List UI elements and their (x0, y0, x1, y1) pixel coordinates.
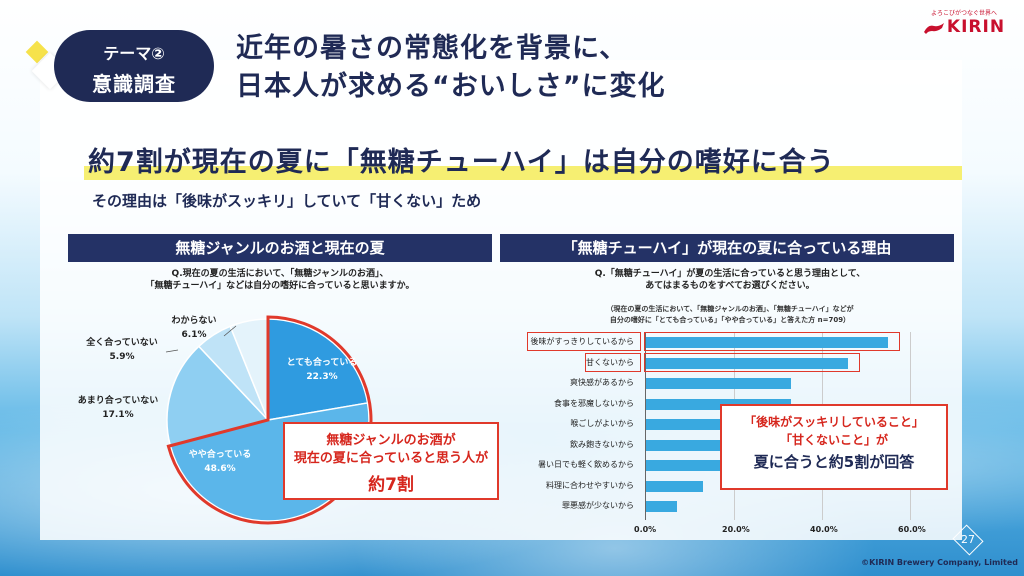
right-note-line-1: （現在の夏の生活において、「無糖ジャンルのお酒」、「無糖チューハイ」などが (606, 305, 854, 313)
right-note-line-2: 自分の嗜好に「とても合っている」「やや合っている」と答えた方 n=709） (609, 316, 851, 324)
bar (646, 480, 704, 492)
pie-label-not-very-text: あまり合っていない (77, 396, 159, 406)
subhead: その理由は「後味がスッキリ」していて「甘くない」ため (92, 192, 482, 210)
pie-label-not-at-all: 全く合っていない 5.9% (80, 336, 164, 364)
left-question-line-1: Q.現在の夏の生活において、「無糖ジャンルのお酒」、 (171, 269, 389, 279)
logo-brand: KIRIN (916, 17, 1012, 37)
pie-label-somewhat-suitable-value: 48.6% (204, 464, 236, 474)
left-question-line-2: 「無糖チューハイ」などは自分の嗜好に合っていると思いますか。 (145, 281, 415, 291)
bar-axis-tick-label: 40.0% (810, 525, 838, 534)
pie-leader-line (223, 325, 237, 337)
pie-label-very-suitable-text: とても合っている (286, 358, 358, 368)
bar (646, 501, 677, 512)
theme-label: 意識調査 (92, 72, 176, 96)
title-line-2: 日本人が求める“おいしさ”に変化 (236, 71, 666, 102)
bar-category-label: 飲み飽きないから (570, 439, 634, 449)
left-callout-line-3: 約7割 (368, 475, 414, 495)
bar-category-label: 食事を邪魔しないから (554, 398, 634, 408)
bar (646, 337, 888, 348)
bar-label-highlight-box (585, 352, 641, 372)
pie-leader-line (165, 349, 179, 353)
left-callout-line-2: 現在の夏に合っていると思う人が (293, 451, 489, 466)
bar (646, 398, 792, 410)
copyright: ©KIRIN Brewery Company, Limited (861, 558, 1018, 567)
pie-label-not-very-value: 17.1% (102, 410, 134, 420)
pie-label-not-at-all-value: 5.9% (109, 352, 135, 362)
bar-highlight-box (644, 352, 861, 372)
pie-slice-not-very (166, 345, 270, 447)
bar-category-label: 後味がすっきりしているから (530, 337, 634, 346)
headline: 約7割が現在の夏に「無糖チューハイ」は自分の嗜好に合う (88, 147, 835, 178)
bar-category-label: 喉ごしがよいから (570, 419, 634, 428)
page-title: 近年の暑さの常態化を背景に、 日本人が求める“おいしさ”に変化 (236, 30, 666, 106)
bar-label-highlight-box (527, 332, 641, 351)
logo-brand-text: KIRIN (946, 17, 1006, 37)
headline-highlight (84, 166, 962, 180)
pie-label-dont-know-value: 6.1% (181, 330, 207, 340)
left-callout-line-1: 無糖ジャンルのお酒が (326, 433, 456, 448)
bar-category-label: 暑い日でも軽く飲めるから (538, 460, 634, 469)
right-callout-line-1: 「後味がスッキリしていること」 (744, 415, 924, 429)
pie-label-dont-know: わからない 6.1% (162, 314, 226, 342)
bar-category-label: 料理に合わせやすいから (546, 480, 634, 490)
right-question-line-2: あてはまるものをすべてお選びください。 (645, 281, 815, 291)
pie-label-not-very: あまり合っていない 17.1% (70, 394, 166, 422)
page-number-text: 27 (961, 533, 975, 546)
bar (646, 439, 752, 451)
bar-axis-tick-label: 0.0% (634, 525, 657, 534)
pie-label-very-suitable: とても合っている 22.3% (272, 356, 372, 384)
bar-highlight-box (644, 332, 900, 351)
bar-category-label: 爽快感があるから (570, 378, 634, 387)
logo-tagline: よろこびがつなぐ世界へ (930, 10, 997, 17)
kirin-emblem-icon (923, 23, 944, 34)
bar-axis-tick-label: 60.0% (898, 525, 926, 534)
pie-label-somewhat-suitable-text: やや合っている (188, 450, 252, 460)
title-line-1: 近年の暑さの常態化を背景に、 (236, 33, 628, 64)
right-question-line-1: Q.「無糖チューハイ」が夏の生活に合っていると思う理由として、 (594, 269, 866, 279)
right-callout-line-2: 「甘くないこと」が (779, 433, 888, 447)
left-section-header: 無糖ジャンルのお酒と現在の夏 (68, 234, 492, 262)
theme-number: テーマ② (103, 44, 165, 63)
kirin-logo: よろこびがつなぐ世界へ KIRIN (916, 8, 1012, 37)
right-question: Q.「無糖チューハイ」が夏の生活に合っていると思う理由として、 あてはまるものを… (510, 268, 950, 292)
right-section-header: 「無糖チューハイ」が現在の夏に合っている理由 (500, 234, 954, 262)
bar-axis-tick-label: 20.0% (722, 525, 750, 534)
right-callout-line-3: 夏に合うと約5割が回答 (753, 453, 915, 471)
left-question: Q.現在の夏の生活において、「無糖ジャンルのお酒」、 「無糖チューハイ」などは自… (70, 268, 490, 292)
theme-badge: テーマ② 意識調査 (54, 30, 214, 102)
bar (646, 460, 739, 471)
right-question-note: （現在の夏の生活において、「無糖ジャンルのお酒」、「無糖チューハイ」などが 自分… (540, 304, 920, 326)
pie-label-somewhat-suitable: やや合っている 48.6% (180, 448, 260, 476)
pie-label-dont-know-text: わからない (171, 316, 217, 326)
bar (646, 378, 792, 389)
bar (646, 419, 765, 430)
bar (646, 357, 849, 369)
left-callout: 無糖ジャンルのお酒が 現在の夏に合っていると思う人が 約7割 (283, 422, 499, 500)
bar-category-label: 甘くないから (586, 357, 634, 367)
pie-label-not-at-all-text: 全く合っていない (86, 338, 158, 348)
bar-axis-line (645, 332, 646, 520)
right-callout: 「後味がスッキリしていること」 「甘くないこと」が 夏に合うと約5割が回答 (720, 404, 948, 490)
pie-label-very-suitable-value: 22.3% (306, 372, 338, 382)
pie-slice-very-suitable (267, 318, 369, 421)
bar-category-label: 罪悪感が少ないから (562, 501, 634, 510)
